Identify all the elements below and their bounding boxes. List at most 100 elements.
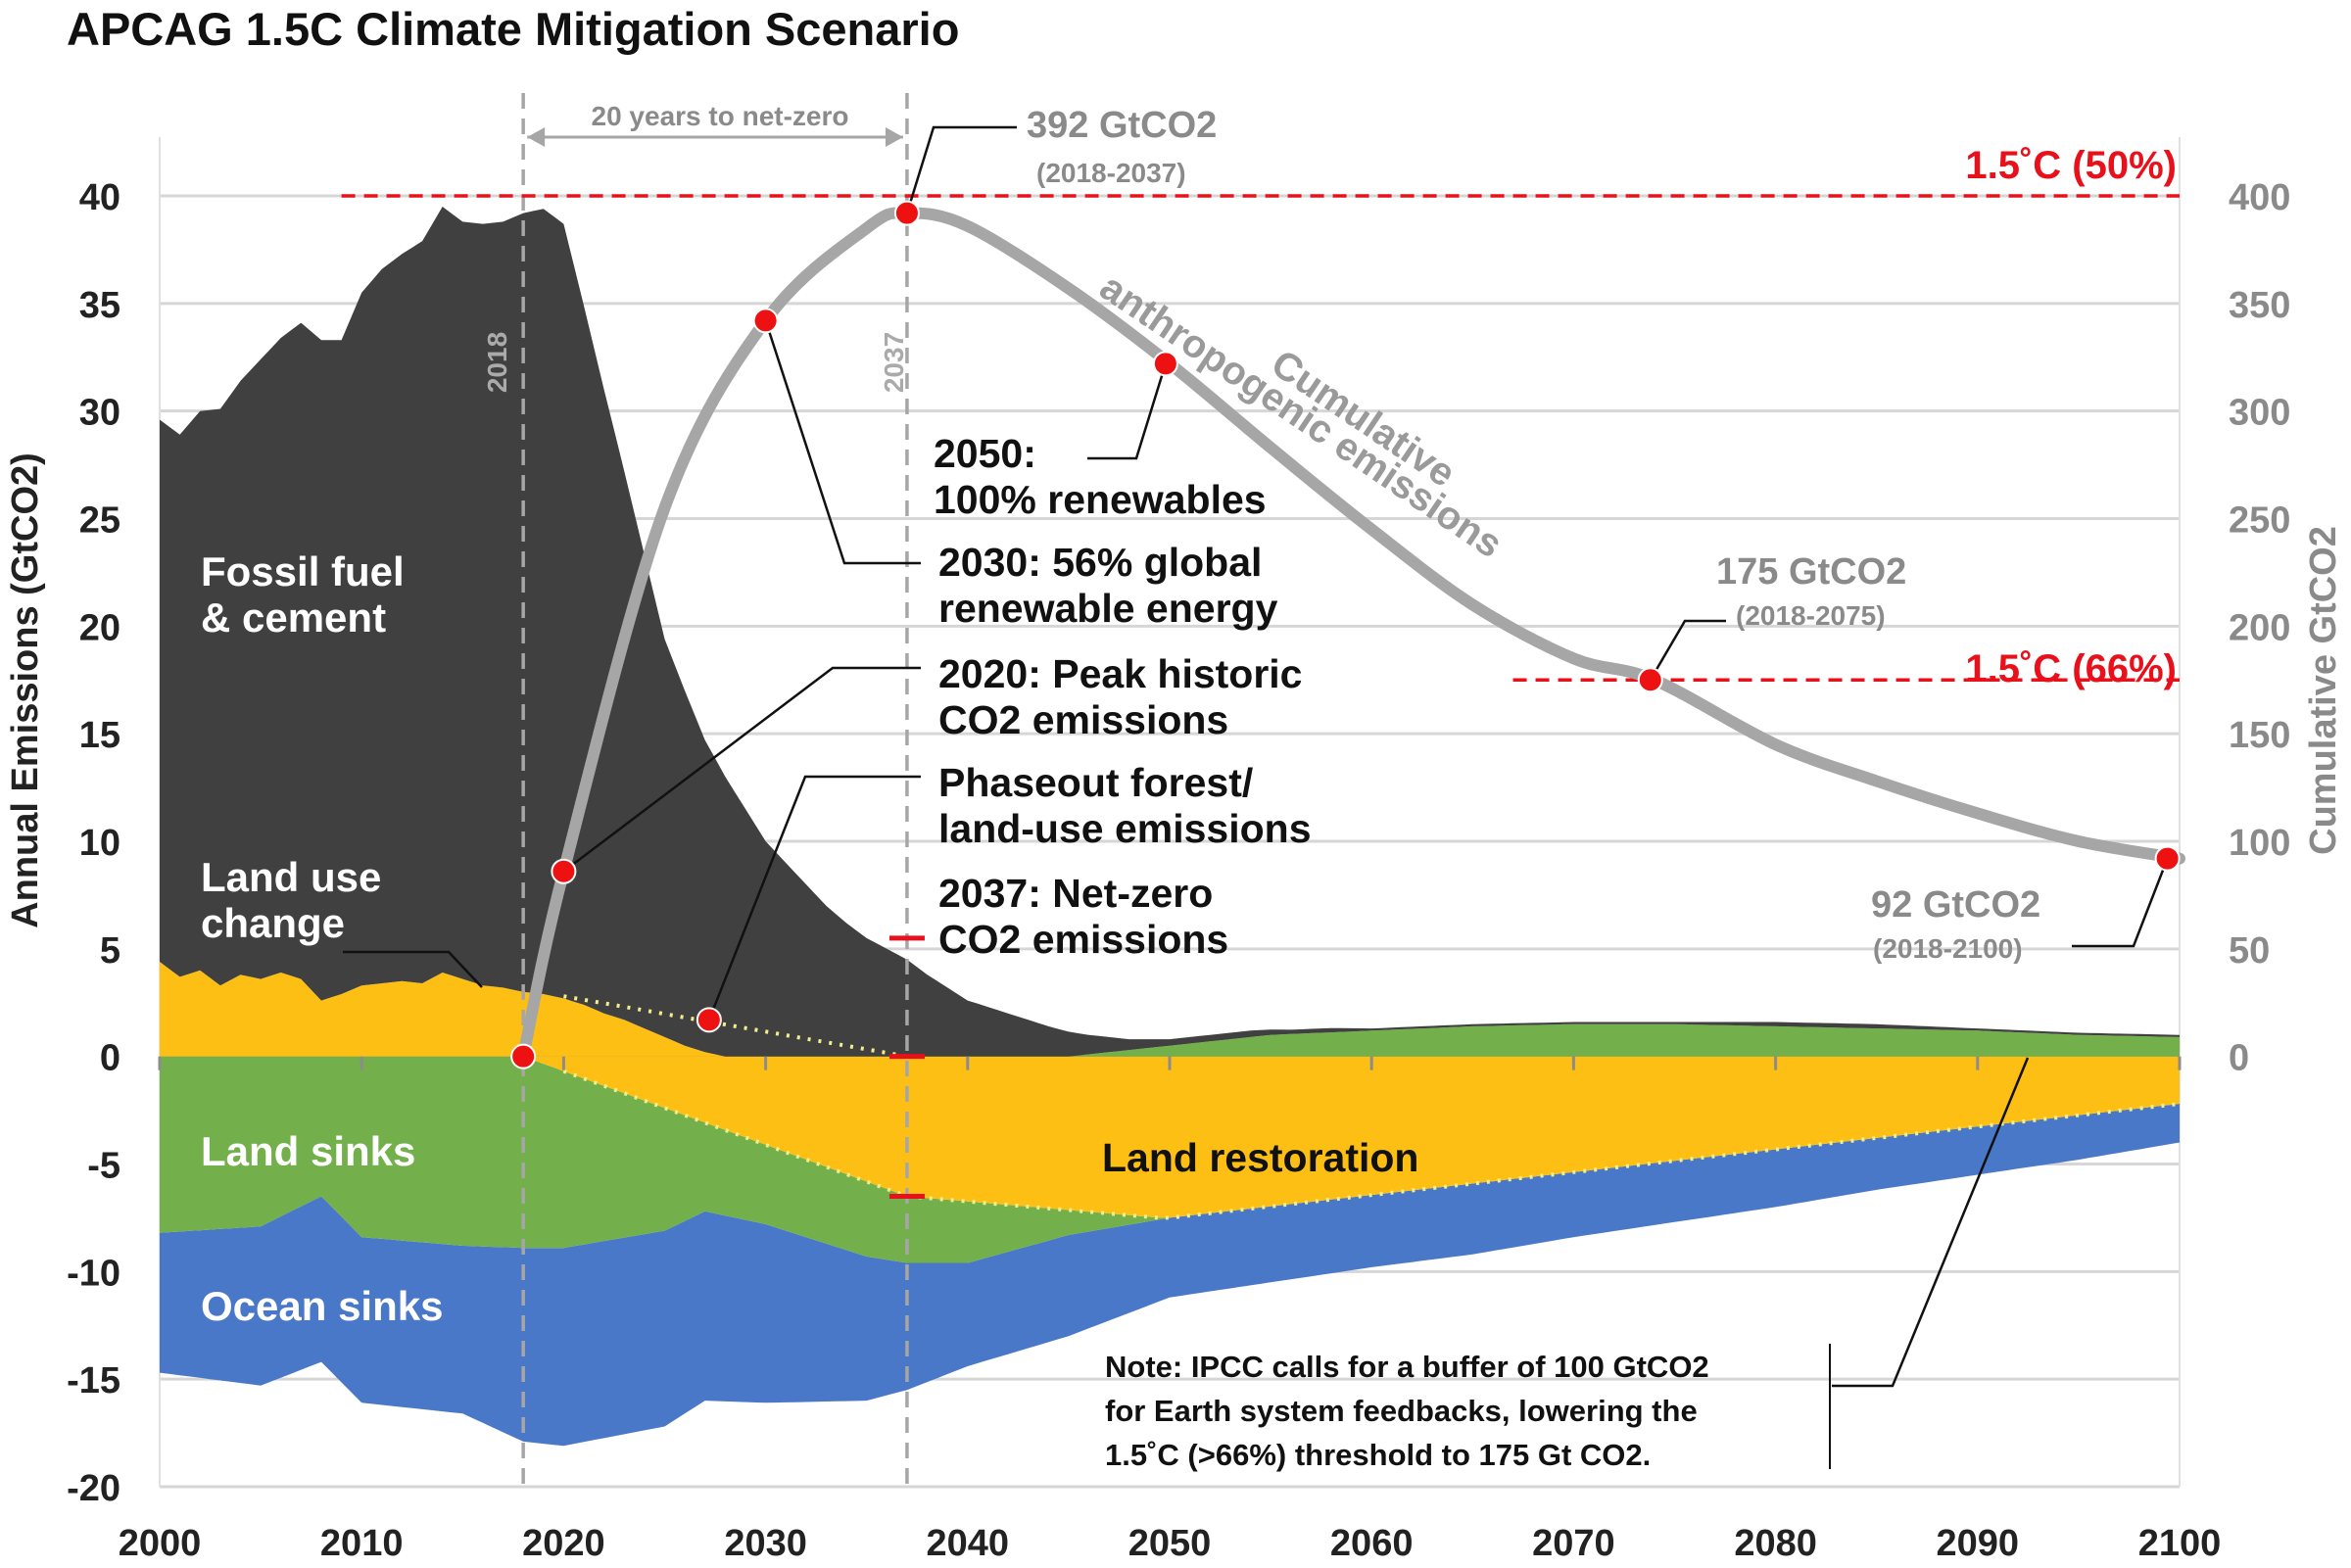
restoration-dotted-line (562, 1069, 2181, 1220)
annotation-phaseout-line2: land-use emissions (938, 806, 1312, 851)
x-tick-label-0: 2000 (119, 1523, 202, 1564)
y-tick-label-4: 20 (79, 607, 120, 648)
marker-2030 (752, 308, 779, 334)
guide-lines (341, 93, 2180, 1487)
x-tick-label-6: 2060 (1330, 1523, 1414, 1564)
span-label: 20 years to net-zero (592, 101, 849, 131)
milestone-label-2018: 2018 (482, 332, 512, 393)
budget-92-range: (2018-2100) (1873, 933, 2023, 964)
emission-areas (160, 207, 2181, 1447)
annotation-phaseout-line1: Phaseout forest/ (938, 760, 1253, 805)
y-tick-label-8: 0 (100, 1038, 120, 1079)
land-sinks-area (160, 1056, 1170, 1263)
x-tick-label-3: 2030 (724, 1523, 807, 1564)
y-tick-label-3: 25 (79, 500, 120, 542)
budget-92-value: 92 GtCO2 (1871, 884, 2040, 926)
milestone-label-2037: 2037 (879, 332, 909, 393)
y2-tick-label-7: 50 (2229, 930, 2270, 972)
y-tick-label-5: 15 (79, 715, 120, 756)
x-tick-label-2: 2020 (522, 1523, 605, 1564)
threshold-label-66: 1.5˚C (66%) (1965, 647, 2177, 690)
span-arrow-right-head (885, 127, 903, 147)
land-restoration-label: Land restoration (1102, 1135, 1418, 1180)
y-tick-label-9: -5 (87, 1146, 120, 1187)
span-arrow-left-head (527, 127, 546, 147)
fossil-label-line2: & cement (201, 594, 386, 641)
fossil-area (160, 207, 2180, 1057)
leader-2020 (562, 666, 921, 873)
fossil-label-line1: Fossil fuel (201, 548, 405, 594)
note-line3: 1.5˚C (>66%) threshold to 175 Gt CO2. (1105, 1438, 1651, 1472)
y2-tick-label-3: 250 (2229, 500, 2290, 542)
chart-title: APCAG 1.5C Climate Mitigation Scenario (67, 3, 959, 55)
leader-92 (2072, 858, 2169, 948)
note-line2: for Earth system feedbacks, lowering the (1105, 1394, 1698, 1428)
annotation-2050-line1: 2050: (934, 431, 1036, 476)
annotation-2020-line1: 2020: Peak historic (938, 651, 1302, 696)
y2-axis-label: Cumulative GtCO2 (2303, 526, 2344, 855)
note-line1: Note: IPCC calls for a buffer of 100 GtC… (1105, 1350, 1709, 1384)
positive-restoration-area (685, 1023, 2180, 1057)
budget-175-range: (2018-2075) (1736, 600, 1886, 631)
y2-tick-label-6: 100 (2229, 823, 2290, 864)
budget-392-range: (2018-2037) (1036, 158, 1186, 188)
x-tick-label-1: 2010 (320, 1523, 404, 1564)
leader-2050 (1087, 362, 1168, 460)
left-axis-ticks: 40 35 30 25 20 15 10 5 0 -5 -10 -15 -20 (67, 177, 120, 1509)
budget-175-value: 175 GtCO2 (1716, 551, 1906, 593)
y2-tick-label-1: 350 (2229, 285, 2290, 326)
y-tick-label-1: 35 (79, 285, 120, 326)
y-tick-label-6: 10 (79, 823, 120, 864)
leader-note (1832, 1057, 2030, 1388)
annotation-2030-line2: renewable energy (938, 586, 1278, 631)
right-axis-ticks: 400 350 300 250 200 150 100 50 0 (2229, 177, 2290, 1079)
y-tick-label-0: 40 (79, 177, 120, 218)
x-tick-label-9: 2090 (1937, 1523, 2020, 1564)
ocean-sinks-label: Ocean sinks (201, 1283, 443, 1329)
x-tick-label-4: 2040 (927, 1523, 1010, 1564)
land-sinks-label: Land sinks (201, 1128, 415, 1174)
land-use-label-line2: change (201, 900, 345, 946)
y2-tick-label-4: 200 (2229, 607, 2290, 648)
leader-392 (905, 125, 1017, 214)
x-axis-ticks: 2000 2010 2020 2030 2040 2050 2060 2070 2080 2090… (119, 1056, 2222, 1564)
land-use-dotted-line (563, 994, 908, 1059)
cumulative-curve-group (517, 207, 2185, 1063)
y2-tick-label-2: 300 (2229, 393, 2290, 434)
y-tick-label-12: -20 (67, 1468, 120, 1509)
annotation-2037-line1: 2037: Net-zero (938, 871, 1213, 916)
y-tick-label-2: 30 (79, 393, 120, 434)
cumulative-curve (517, 207, 2185, 1063)
y2-tick-label-5: 150 (2229, 715, 2290, 756)
x-tick-label-7: 2070 (1532, 1523, 1615, 1564)
annotation-2020-line2: CO2 emissions (938, 697, 1228, 742)
y-tick-label-11: -15 (67, 1360, 120, 1402)
x-tick-label-8: 2080 (1734, 1523, 1817, 1564)
markers (510, 200, 2181, 1069)
y2-tick-label-0: 400 (2229, 177, 2290, 218)
y-tick-label-7: 5 (100, 930, 120, 972)
ocean-sinks-area (160, 1104, 2180, 1447)
y-tick-label-10: -10 (67, 1253, 120, 1294)
leader-175 (1649, 619, 1726, 681)
land-use-label-line1: Land use (201, 854, 381, 900)
land-restoration-area (523, 1056, 2181, 1218)
budget-392-value: 392 GtCO2 (1027, 105, 1217, 146)
annotation-2030-line1: 2030: 56% global (938, 540, 1262, 585)
leader-land-use (343, 950, 483, 988)
annotation-2050-line2: 100% renewables (934, 477, 1267, 522)
marker-phaseout (696, 1007, 722, 1033)
leader-lines (343, 125, 2169, 1469)
marker-2020-peak (551, 858, 577, 884)
x-tick-label-5: 2050 (1128, 1523, 1212, 1564)
y-axis-label: Annual Emissions (GtCO2) (5, 452, 46, 928)
marker-2037-peak (893, 200, 920, 226)
marker-2100 (2154, 845, 2181, 872)
y2-tick-label-8: 0 (2229, 1038, 2249, 1079)
x-tick-label-10: 2100 (2138, 1523, 2222, 1564)
marker-start-2018 (510, 1043, 537, 1069)
marker-175 (1637, 667, 1663, 693)
leader-2030 (764, 320, 921, 565)
leader-phaseout (707, 775, 921, 1021)
